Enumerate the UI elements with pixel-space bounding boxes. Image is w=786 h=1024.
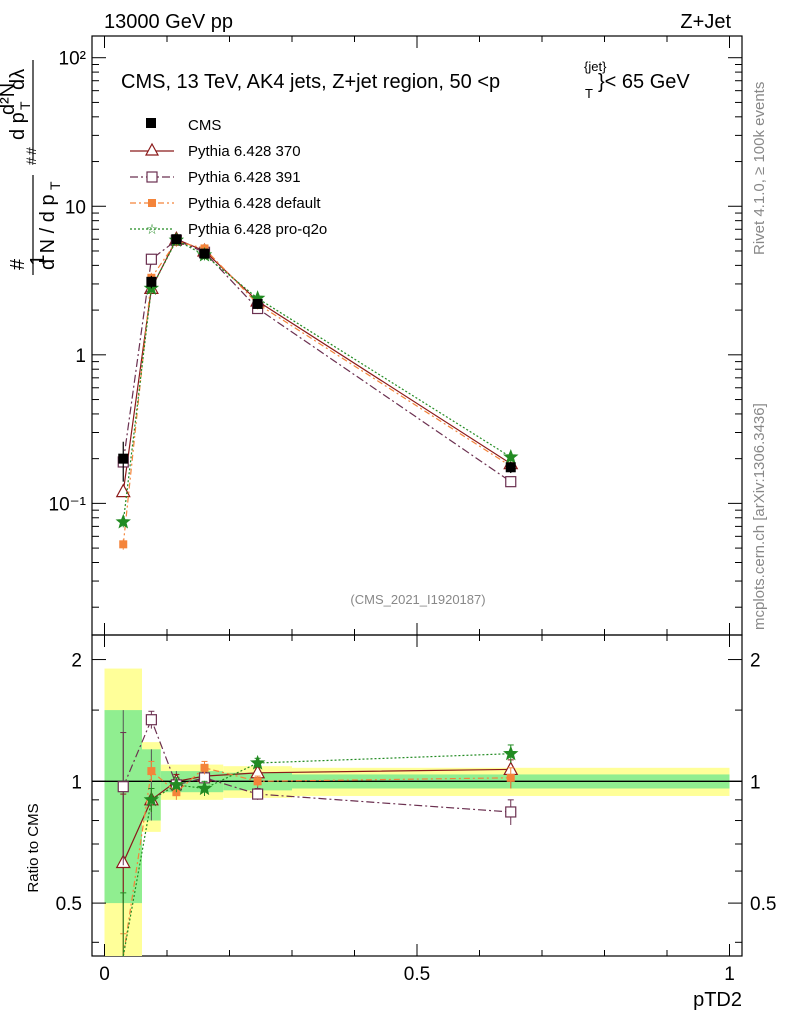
lower-y-axis-label: Ratio to CMS bbox=[25, 803, 42, 892]
rivet-label: Rivet 4.1.0, ≥ 100k events bbox=[751, 82, 768, 255]
svg-text:Pythia 6.428 370: Pythia 6.428 370 bbox=[188, 143, 301, 160]
lower-series-line-3 bbox=[122, 753, 511, 957]
lower-y-tick-label: 2 bbox=[71, 651, 82, 672]
lower-point-series-1 bbox=[252, 788, 264, 800]
svg-text:d²N: d²N bbox=[0, 83, 19, 115]
analysis-label: (CMS_2021_I1920187) bbox=[350, 592, 485, 607]
lower-point-series-2 bbox=[506, 773, 515, 782]
lower-point-series-2 bbox=[253, 777, 262, 786]
lower-point-series-1 bbox=[505, 806, 517, 818]
svg-text:T: T bbox=[585, 86, 593, 101]
svg-text:}< 65 GeV: }< 65 GeV bbox=[598, 71, 690, 93]
upper-point-series-0 bbox=[115, 483, 131, 498]
svg-text:dλ: dλ bbox=[7, 69, 29, 90]
mcplots-label: mcplots.cern.ch [arXiv:1306.3436] bbox=[751, 403, 768, 630]
upper-series-line-2 bbox=[122, 240, 512, 545]
upper-data-point bbox=[146, 276, 157, 287]
lower-series-line-2 bbox=[122, 767, 511, 957]
svg-text:#: # bbox=[23, 157, 39, 165]
svg-text:d N / d p: d N / d p bbox=[37, 194, 59, 270]
svg-text:#: # bbox=[23, 147, 39, 155]
x-tick-label: 1 bbox=[724, 964, 735, 985]
svg-text:Pythia 6.428 default: Pythia 6.428 default bbox=[188, 195, 321, 212]
upper-point-series-3 bbox=[503, 448, 519, 464]
svg-text:1: 1 bbox=[27, 254, 49, 265]
lower-point-series-2 bbox=[147, 767, 156, 776]
upper-y-axis-label: # 1 d N / d p T # d p T dλ # d²N bbox=[0, 60, 63, 275]
upper-y-tick-label: 1 bbox=[75, 346, 86, 367]
collision-label: 13000 GeV pp bbox=[104, 11, 233, 33]
upper-series-line-3 bbox=[122, 239, 512, 522]
upper-series-line-1 bbox=[122, 239, 512, 483]
upper-y-tick-label: 10 bbox=[65, 197, 86, 218]
svg-text:CMS: CMS bbox=[188, 117, 221, 134]
svg-text:Pythia 6.428 pro-q2o: Pythia 6.428 pro-q2o bbox=[188, 221, 327, 238]
svg-text:CMS, 13 TeV, AK4 jets, Z+jet r: CMS, 13 TeV, AK4 jets, Z+jet region, 50 … bbox=[121, 71, 500, 93]
upper-y-tick-label: 10² bbox=[59, 49, 86, 70]
legend-item-cms: CMS bbox=[146, 117, 221, 134]
lower-y-tick-label-right: 0.5 bbox=[750, 894, 776, 915]
process-label: Z+Jet bbox=[680, 11, 731, 33]
legend-item-pq2o: ☆ Pythia 6.428 pro-q2o bbox=[130, 221, 327, 238]
lower-y-tick-label-right: 1 bbox=[750, 772, 761, 793]
svg-text:T: T bbox=[17, 101, 33, 110]
svg-text:☆: ☆ bbox=[146, 222, 159, 238]
x-axis-label: pTD2 bbox=[693, 989, 742, 1011]
upper-point-series-1 bbox=[145, 253, 157, 265]
lower-y-tick-label-right: 2 bbox=[750, 651, 761, 672]
upper-data-point bbox=[252, 298, 263, 309]
svg-text:Pythia 6.428 391: Pythia 6.428 391 bbox=[188, 169, 301, 186]
lower-point-series-1 bbox=[145, 714, 157, 726]
lower-point-series-1 bbox=[117, 781, 129, 793]
lower-point-series-3 bbox=[249, 754, 266, 770]
lower-y-tick-label: 1 bbox=[71, 772, 82, 793]
legend-item-p391: Pythia 6.428 391 bbox=[130, 169, 301, 186]
legend: CMS Pythia 6.428 370 Pythia 6.428 391 Py… bbox=[130, 117, 327, 238]
lower-series-line-1 bbox=[122, 718, 511, 813]
lower-point-series-3 bbox=[168, 776, 185, 792]
svg-text:T: T bbox=[47, 181, 63, 190]
lower-point-series-3 bbox=[143, 791, 160, 807]
lower-series-line-0 bbox=[122, 768, 511, 863]
chart-marks: 0 0.5 1 10⁻¹ 1 10 10² 0.5 0.5 1 1 2 2 bbox=[49, 36, 776, 985]
lower-point-series-3 bbox=[196, 780, 213, 796]
legend-item-p370: Pythia 6.428 370 bbox=[130, 142, 301, 160]
upper-data-point bbox=[118, 453, 129, 464]
upper-data-point bbox=[199, 248, 210, 259]
x-tick-label: 0 bbox=[99, 964, 110, 985]
upper-series-line-0 bbox=[122, 238, 512, 492]
svg-text:d p: d p bbox=[7, 112, 29, 140]
x-tick-label: 0.5 bbox=[404, 964, 430, 985]
upper-data-point bbox=[171, 234, 182, 245]
svg-text:{jet}: {jet} bbox=[584, 59, 607, 74]
lower-point-series-3 bbox=[503, 745, 519, 761]
upper-data-point bbox=[505, 462, 516, 473]
lower-point-series-2 bbox=[200, 763, 209, 772]
svg-text:#: # bbox=[7, 258, 29, 270]
plot-title: CMS, 13 TeV, AK4 jets, Z+jet region, 50 … bbox=[121, 59, 690, 101]
upper-point-series-2 bbox=[119, 540, 128, 549]
lower-y-tick-label: 0.5 bbox=[56, 894, 82, 915]
upper-y-tick-label: 10⁻¹ bbox=[49, 494, 87, 515]
upper-point-series-1 bbox=[505, 476, 517, 488]
legend-item-pdefault: Pythia 6.428 default bbox=[130, 195, 321, 212]
upper-point-series-3 bbox=[115, 513, 131, 529]
